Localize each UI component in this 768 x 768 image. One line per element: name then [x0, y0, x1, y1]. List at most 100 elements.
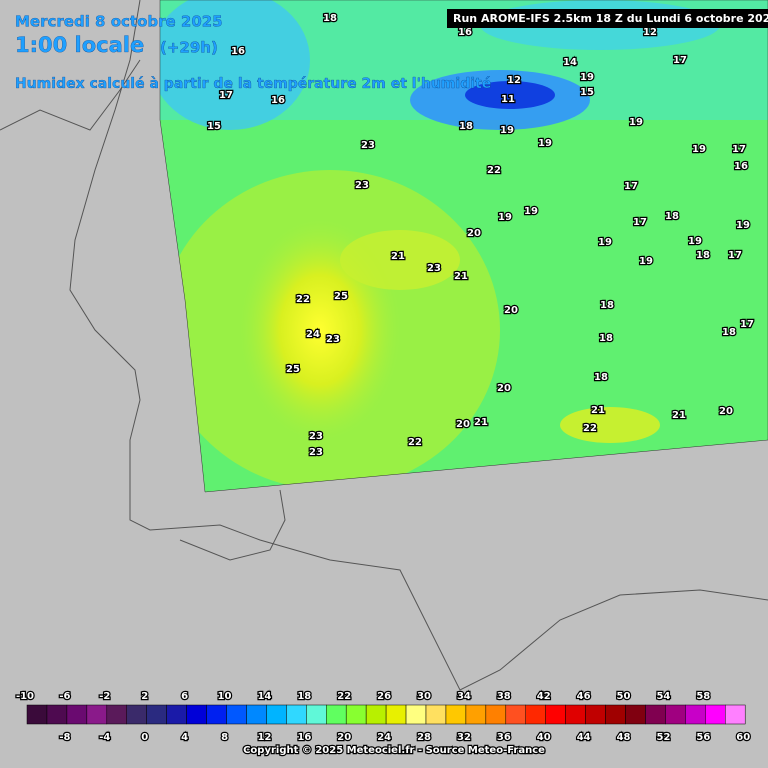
color-swatch [405, 704, 427, 725]
legend-label: 38 [497, 691, 511, 702]
legend-label: 40 [537, 732, 551, 743]
color-swatch [425, 704, 447, 725]
color-swatch [26, 704, 48, 725]
color-swatch [146, 704, 167, 725]
contour-label: 19 [692, 144, 706, 155]
color-swatch [685, 704, 706, 725]
legend-label: -8 [59, 732, 70, 743]
lead-time: (+29h) [160, 39, 218, 57]
contour-label: 17 [633, 217, 647, 228]
legend-label: 32 [457, 732, 471, 743]
contour-label: 20 [456, 419, 470, 430]
color-swatch [46, 704, 68, 725]
contour-label: 18 [599, 333, 613, 344]
legend-label: 42 [537, 691, 551, 702]
contour-label: 17 [732, 144, 746, 155]
legend-label: 56 [696, 732, 710, 743]
legend-label: 58 [696, 691, 710, 702]
contour-label: 19 [498, 212, 512, 223]
color-swatch [525, 704, 546, 725]
contour-label: 22 [408, 437, 422, 448]
legend-label: 14 [257, 691, 271, 702]
legend-label: 12 [257, 732, 271, 743]
run-box [447, 9, 768, 28]
legend-label: 18 [297, 691, 311, 702]
legend-label: 36 [497, 732, 511, 743]
color-swatch [665, 704, 686, 725]
color-swatch [585, 704, 606, 725]
contour-label: 14 [563, 57, 577, 68]
color-swatch [266, 704, 287, 725]
contour-label: 23 [361, 140, 375, 151]
contour-label: 12 [507, 75, 521, 86]
contour-label: 21 [591, 405, 605, 416]
legend-label: 46 [577, 691, 591, 702]
color-swatch [385, 704, 407, 725]
legend-label: 8 [221, 732, 228, 743]
color-swatch [485, 704, 507, 725]
legend-label: 10 [218, 691, 232, 702]
domain-border [159, 0, 768, 493]
contour-label: 18 [459, 121, 473, 132]
contour-label: 19 [639, 256, 653, 267]
contour-label: 22 [487, 165, 501, 176]
contour-label: 19 [629, 117, 643, 128]
contour-label: 17 [740, 319, 754, 330]
contour-label: 18 [722, 327, 736, 338]
legend-label: 2 [141, 691, 148, 702]
legend: -10-8-6-4-202468101214161820222426283032… [15, 690, 752, 745]
contour-label: 20 [504, 305, 518, 316]
color-swatch [86, 704, 108, 725]
legend-label: -4 [99, 732, 110, 743]
coastline [0, 0, 768, 691]
contour-label: 16 [231, 46, 245, 57]
color-swatch [186, 704, 207, 725]
contour-label: 23 [355, 180, 369, 191]
contour-label: 18 [600, 300, 614, 311]
contour-label: 15 [207, 121, 221, 132]
contour-label: 16 [271, 95, 285, 106]
contour-label: 15 [580, 87, 594, 98]
contour-label: 18 [665, 211, 679, 222]
contour-label: 20 [719, 406, 733, 417]
contour-label: 25 [334, 291, 348, 302]
color-swatch [226, 704, 247, 725]
legend-label: -6 [59, 691, 70, 702]
color-swatch [306, 704, 327, 725]
contour-label: 23 [309, 431, 323, 442]
contour-label: 17 [624, 181, 638, 192]
color-swatch [605, 704, 626, 725]
run-info: Run AROME-IFS 2.5km 18 Z du Lundi 6 octo… [453, 12, 768, 25]
legend-label: 4 [181, 732, 188, 743]
legend-label: 30 [417, 691, 431, 702]
legend-label: 0 [141, 732, 148, 743]
time: 1:00 locale [15, 33, 144, 57]
contour-label: 11 [501, 94, 515, 105]
color-swatch [126, 704, 147, 725]
contour-label: 25 [286, 364, 300, 375]
contour-label: 16 [458, 27, 472, 38]
legend-label: 24 [377, 732, 391, 743]
color-swatch [445, 704, 467, 725]
contour-label: 21 [454, 271, 468, 282]
legend-label: -2 [99, 691, 110, 702]
color-swatch [345, 704, 367, 725]
legend-label: 20 [337, 732, 351, 743]
color-swatch [465, 704, 487, 725]
copyright: Copyright © 2025 Meteociel.fr - Source M… [243, 745, 545, 756]
legend-label: 48 [617, 732, 631, 743]
color-swatch [326, 704, 347, 725]
color-swatch [206, 704, 227, 725]
legend-label: 52 [656, 732, 670, 743]
contour-label: 19 [598, 237, 612, 248]
legend-label: 6 [181, 691, 188, 702]
color-swatch [166, 704, 187, 725]
contour-label: 19 [524, 206, 538, 217]
subtitle: Humidex calculé à partir de la températu… [15, 76, 491, 92]
legend-label: -10 [16, 691, 34, 702]
color-swatch [725, 704, 746, 725]
contour-label: 20 [497, 383, 511, 394]
contour-label: 24 [306, 329, 320, 340]
contour-label: 20 [467, 228, 481, 239]
